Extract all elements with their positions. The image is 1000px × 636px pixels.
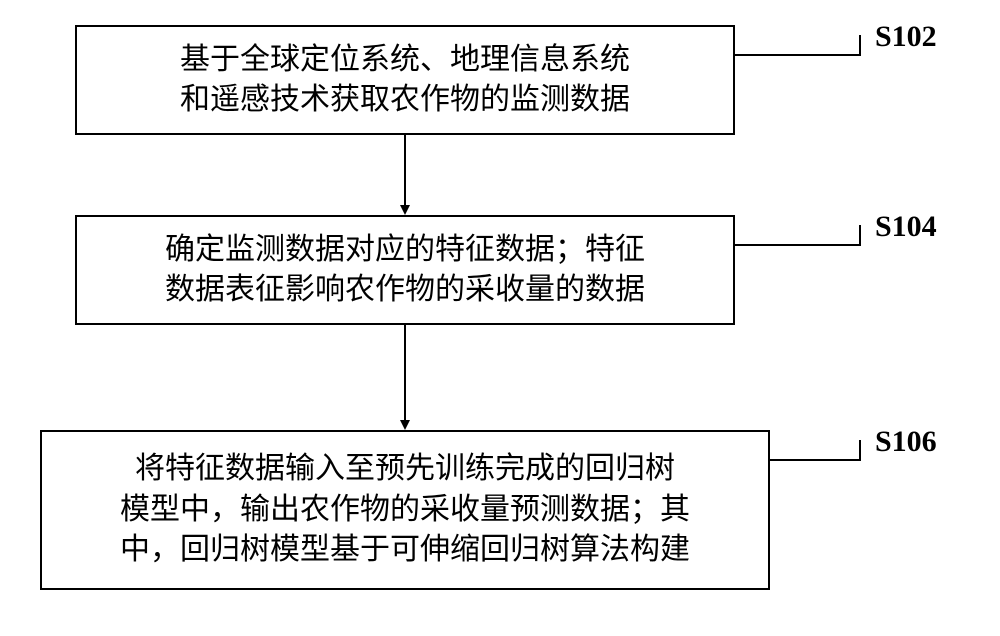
step-label-s102: S102 [875, 20, 937, 54]
label-connector-s102 [735, 35, 860, 55]
flow-node-s102-text: 基于全球定位系统、地理信息系统 和遥感技术获取农作物的监测数据 [180, 40, 630, 121]
step-label-s104: S104 [875, 210, 937, 244]
label-connector-s106 [770, 440, 860, 460]
step-label-s106: S106 [875, 425, 937, 459]
label-connector-s104 [735, 225, 860, 245]
flow-node-s102: 基于全球定位系统、地理信息系统 和遥感技术获取农作物的监测数据 [75, 25, 735, 135]
flow-node-s104: 确定监测数据对应的特征数据；特征 数据表征影响农作物的采收量的数据 [75, 215, 735, 325]
flowchart-canvas: 基于全球定位系统、地理信息系统 和遥感技术获取农作物的监测数据 S102 确定监… [0, 0, 1000, 636]
flow-node-s104-text: 确定监测数据对应的特征数据；特征 数据表征影响农作物的采收量的数据 [165, 230, 645, 311]
flow-node-s106-text: 将特征数据输入至预先训练完成的回归树 模型中，输出农作物的采收量预测数据；其 中… [120, 449, 690, 571]
flow-node-s106: 将特征数据输入至预先训练完成的回归树 模型中，输出农作物的采收量预测数据；其 中… [40, 430, 770, 590]
